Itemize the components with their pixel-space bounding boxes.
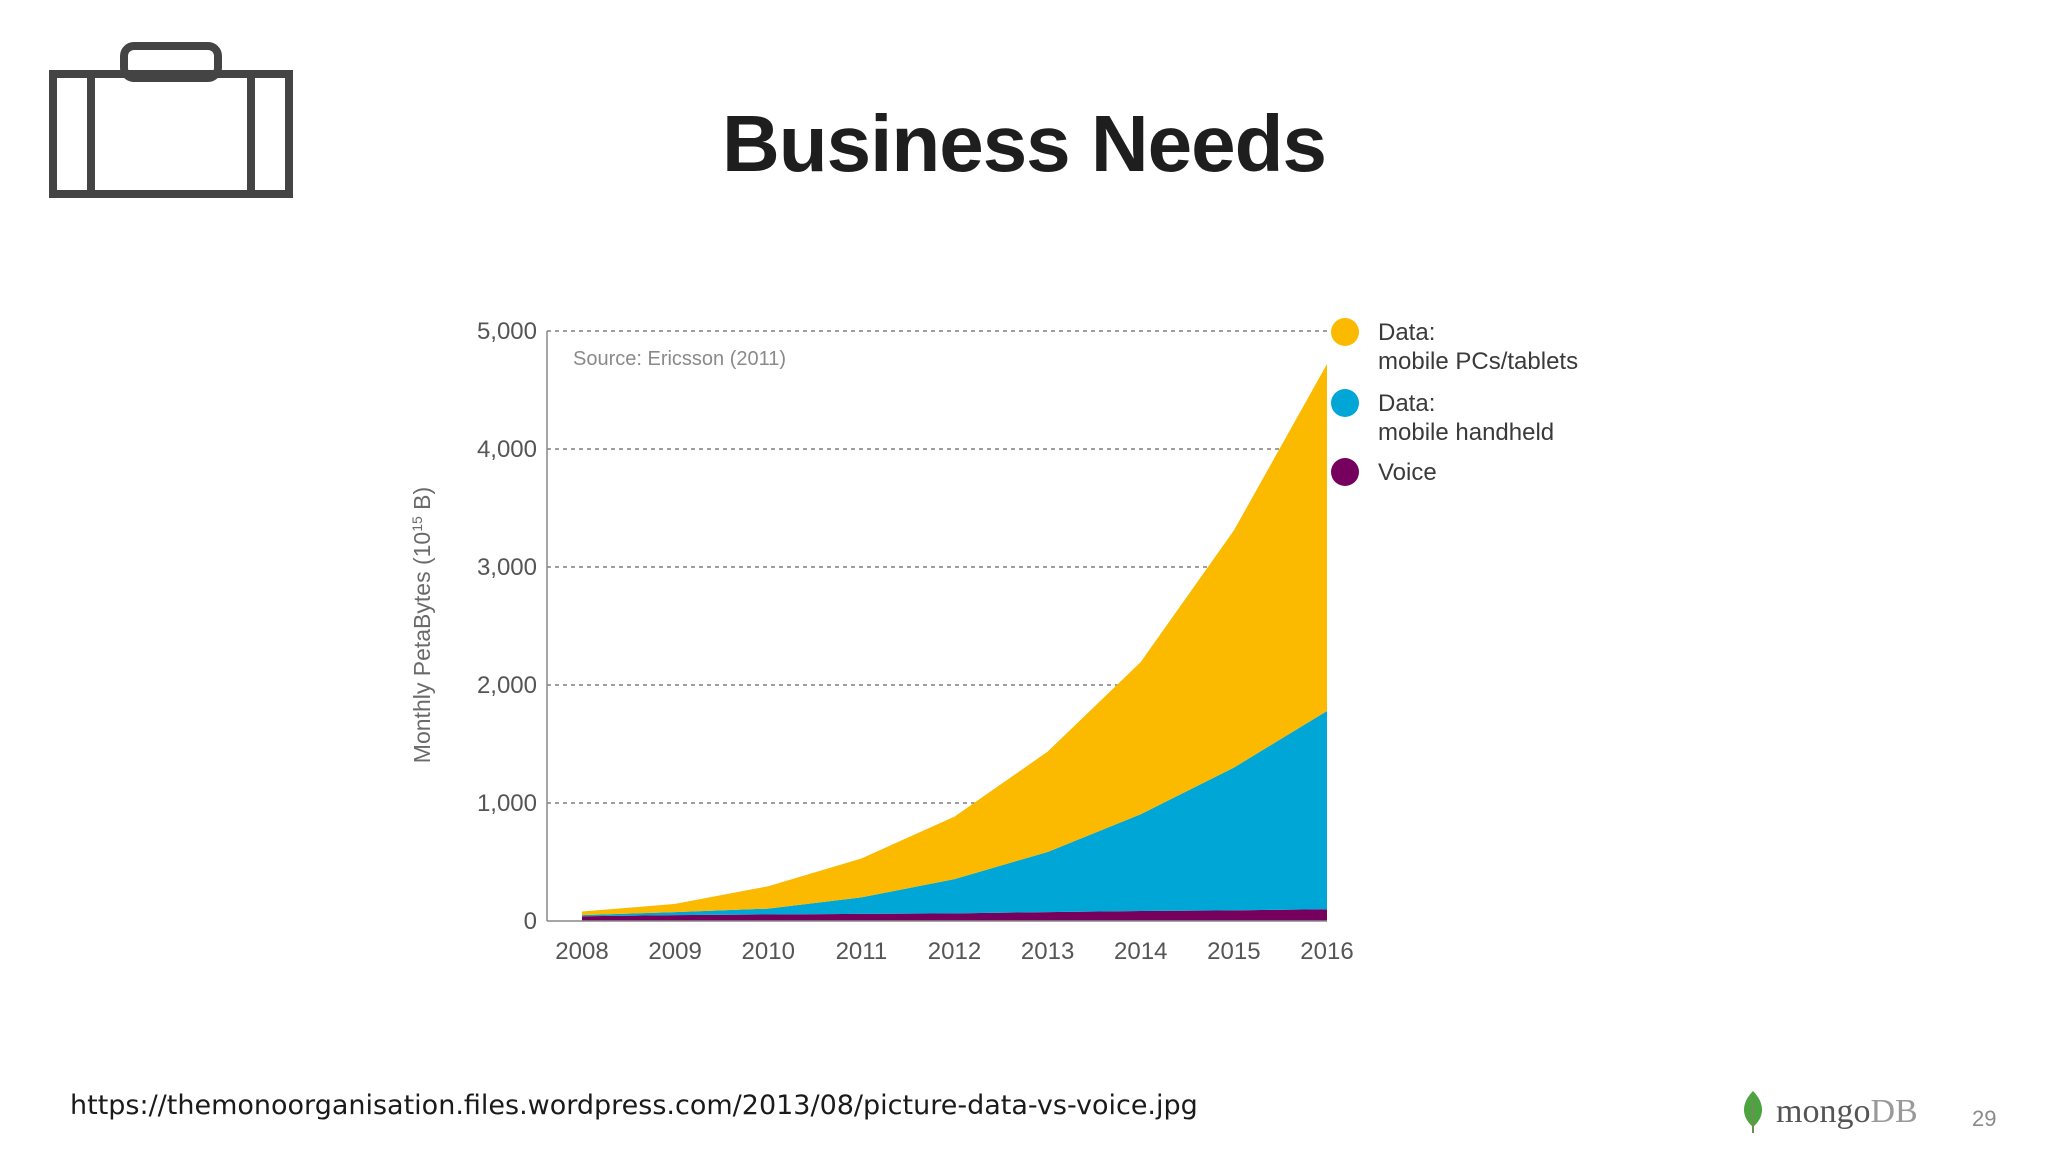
x-tick-label-6: 2014 <box>1114 938 1167 965</box>
legend-label-0-line2: mobile PCs/tablets <box>1378 348 1578 375</box>
y-tick-label-3: 3,000 <box>477 554 537 581</box>
legend-label-1-line2: mobile handheld <box>1378 419 1554 446</box>
legend-label-0-line1: Data: <box>1378 319 1435 346</box>
x-tick-labels: 2008 2009 2010 2011 2012 2013 2014 2015 2016 <box>555 938 1353 965</box>
mongodb-logo: mongoDB <box>1738 1088 1918 1136</box>
x-tick-label-4: 2012 <box>928 938 981 965</box>
chart-areas <box>582 364 1327 921</box>
briefcase-icon <box>49 42 293 198</box>
legend-swatch-1 <box>1331 389 1359 417</box>
x-tick-label-1: 2009 <box>648 938 701 965</box>
page-number: 29 <box>1972 1106 1997 1131</box>
series-area-1 <box>582 710 1327 917</box>
y-tick-label-4: 4,000 <box>477 436 537 463</box>
source-url[interactable]: https://themonoorganisation.files.wordpr… <box>70 1090 1198 1121</box>
legend-label-2: Voice <box>1378 459 1437 486</box>
y-tick-label-1: 1,000 <box>477 790 537 817</box>
legend-label-1-line1: Data: <box>1378 390 1435 417</box>
x-tick-label-2: 2010 <box>742 938 795 965</box>
mongodb-wordmark: mongoDB <box>1776 1093 1918 1130</box>
source-annotation: Source: Ericsson (2011) <box>573 348 786 370</box>
y-tick-labels: 0 1,000 2,000 3,000 4,000 5,000 <box>477 318 537 935</box>
x-tick-label-3: 2011 <box>836 938 888 965</box>
y-tick-label-5: 5,000 <box>477 318 537 345</box>
series-area-2 <box>582 364 1327 916</box>
slide-title: Business Needs <box>721 99 1327 188</box>
chart-axes <box>546 331 1327 922</box>
y-tick-label-0: 0 <box>524 908 537 935</box>
y-tick-label-2: 2,000 <box>477 672 537 699</box>
y-axis-label: Monthly PetaBytes (1015 B) <box>409 487 435 763</box>
x-tick-label-8: 2016 <box>1300 938 1353 965</box>
legend-swatch-2 <box>1331 458 1359 486</box>
series-area-0 <box>582 909 1327 921</box>
x-tick-label-7: 2015 <box>1207 938 1260 965</box>
x-tick-label-5: 2013 <box>1021 938 1074 965</box>
mongodb-leaf-icon <box>1743 1091 1763 1133</box>
legend-swatch-0 <box>1331 318 1359 346</box>
x-tick-label-0: 2008 <box>555 938 608 965</box>
